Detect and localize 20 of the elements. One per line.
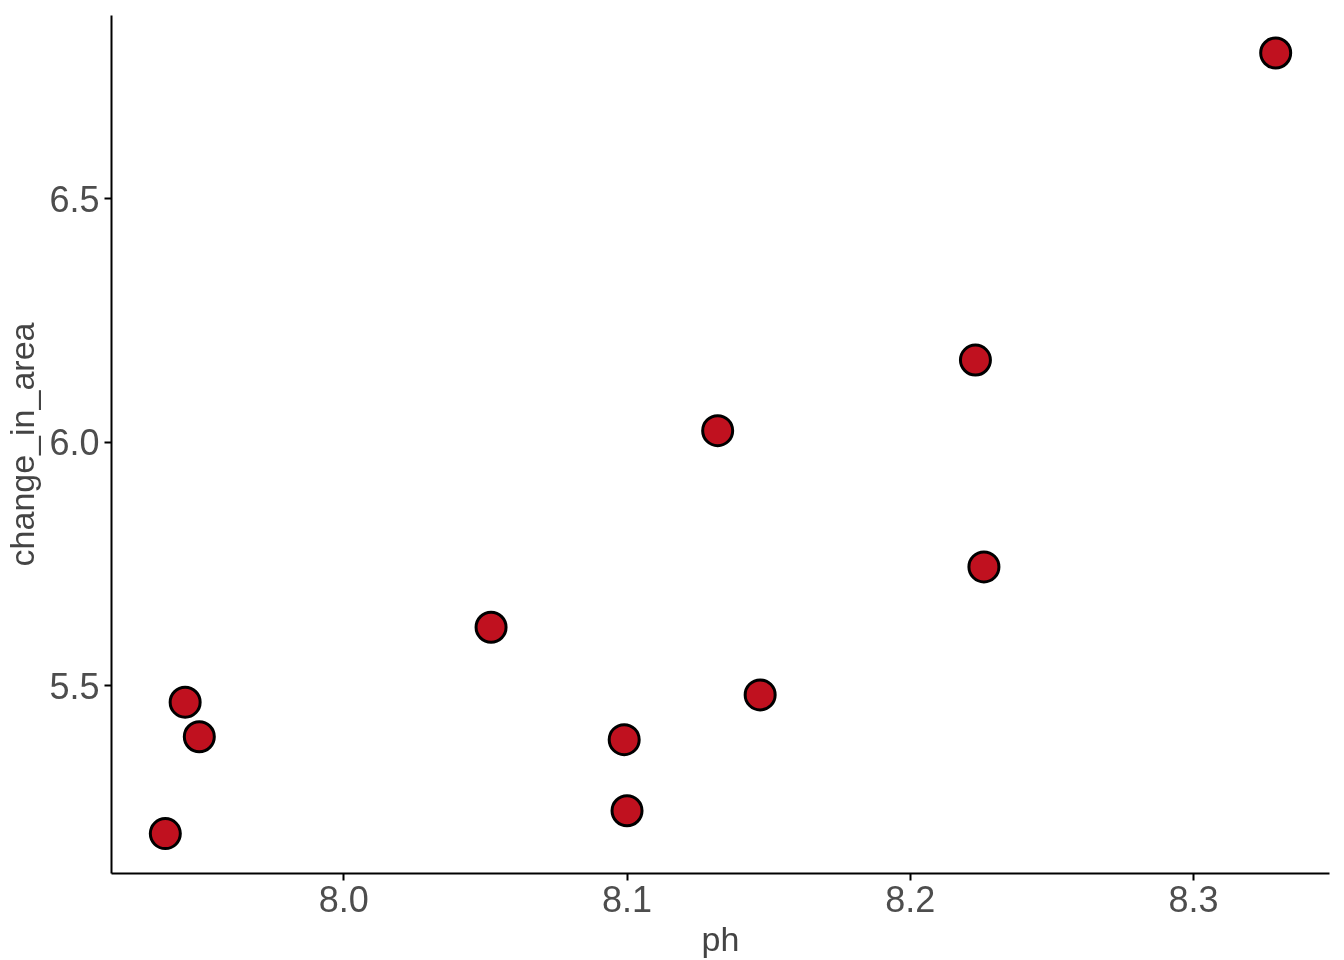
y-tick-label: 6.5 xyxy=(49,178,100,220)
point xyxy=(610,794,644,828)
point xyxy=(1259,36,1293,70)
point xyxy=(743,678,777,712)
x-axis-title: ph xyxy=(701,919,740,958)
y-tick-label: 5.5 xyxy=(49,665,100,707)
x-tick-label: 8.1 xyxy=(602,878,653,920)
point xyxy=(148,817,182,851)
y-tick-label: 6.0 xyxy=(49,422,100,464)
x-tick-label: 8.2 xyxy=(885,878,936,920)
point xyxy=(168,685,202,719)
point xyxy=(958,343,992,377)
point xyxy=(607,723,641,757)
y-axis-title: change_in_area xyxy=(3,322,42,567)
point xyxy=(967,550,1001,584)
point xyxy=(474,610,508,644)
x-tick-label: 8.3 xyxy=(1168,878,1219,920)
point xyxy=(182,720,216,754)
x-tick-label: 8.0 xyxy=(318,878,369,920)
point xyxy=(701,414,735,448)
